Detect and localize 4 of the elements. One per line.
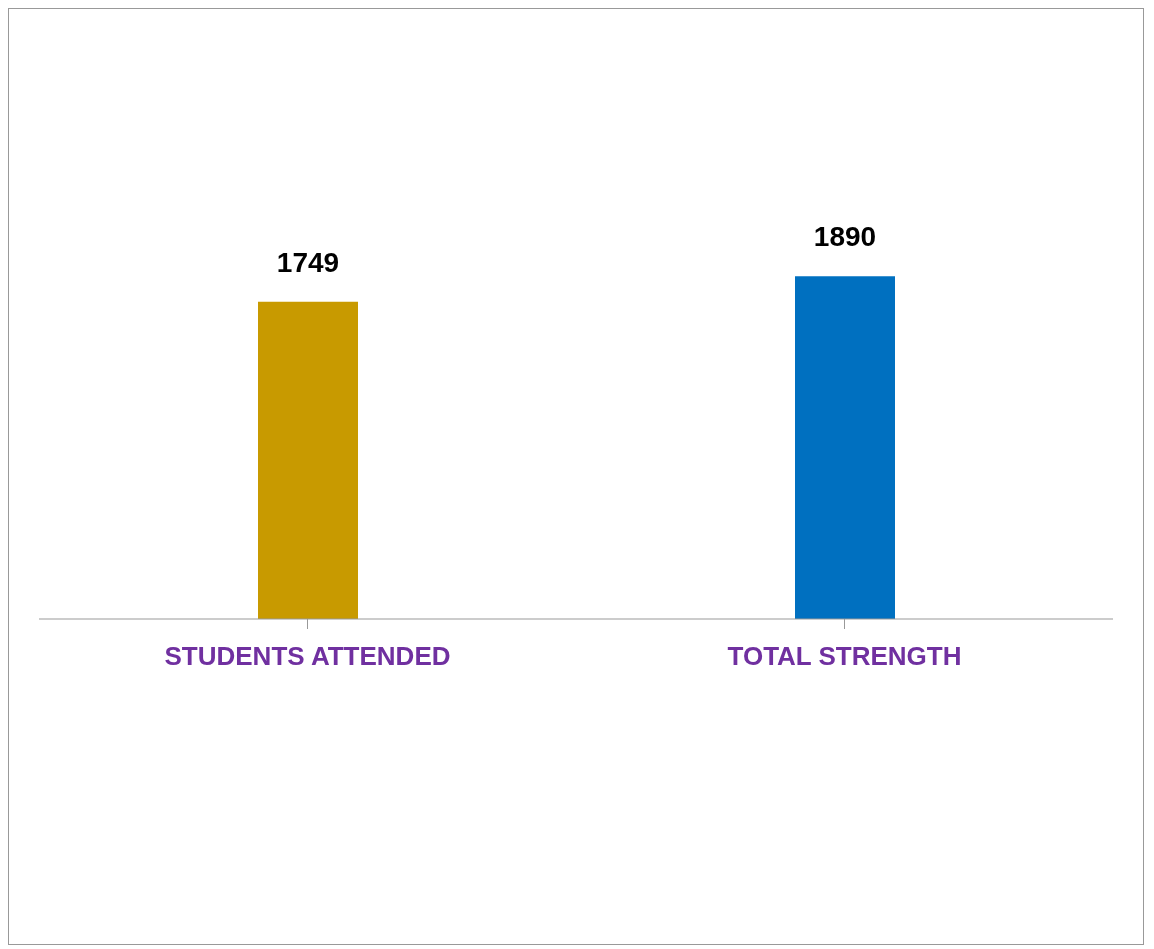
data-label: 1890	[813, 221, 877, 253]
x-tick-label: TOTAL STRENGTH	[727, 641, 962, 672]
data-label: 1749	[276, 246, 340, 278]
x-tick-label: STUDENTS ATTENDED	[164, 641, 451, 672]
